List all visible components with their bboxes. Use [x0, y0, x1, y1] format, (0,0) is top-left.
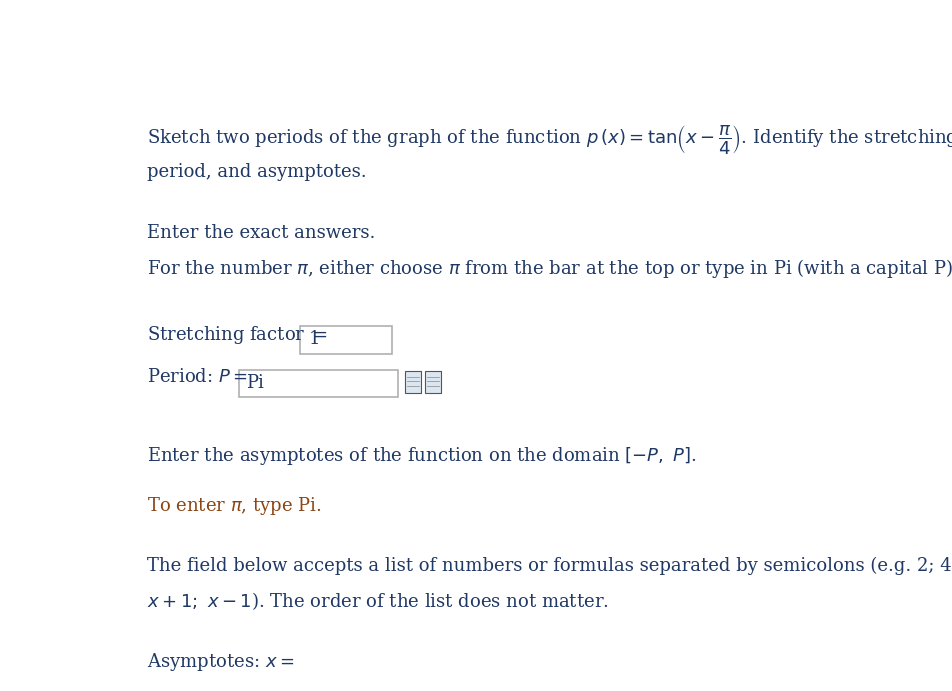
- Text: The field below accepts a list of numbers or formulas separated by semicolons (e: The field below accepts a list of number…: [147, 556, 952, 575]
- Text: Sketch two periods of the graph of the function $p\,(x) = \tan\!\left(x - \dfrac: Sketch two periods of the graph of the f…: [147, 123, 952, 156]
- FancyBboxPatch shape: [278, 653, 422, 681]
- Text: Stretching factor $=$: Stretching factor $=$: [147, 324, 327, 346]
- FancyBboxPatch shape: [300, 326, 392, 354]
- FancyBboxPatch shape: [239, 370, 397, 397]
- FancyBboxPatch shape: [425, 371, 441, 392]
- Text: period, and asymptotes.: period, and asymptotes.: [147, 162, 367, 181]
- Text: Enter the asymptotes of the function on the domain $[-P,\ P]$.: Enter the asymptotes of the function on …: [147, 445, 696, 466]
- Text: 1: 1: [308, 330, 320, 348]
- Text: $x+1;\ x-1$). The order of the list does not matter.: $x+1;\ x-1$). The order of the list does…: [147, 590, 608, 612]
- Text: Asymptotes: $x =$: Asymptotes: $x =$: [147, 651, 294, 673]
- Text: Period: $P =$: Period: $P =$: [147, 368, 248, 386]
- FancyBboxPatch shape: [428, 655, 446, 676]
- FancyBboxPatch shape: [405, 371, 421, 392]
- Text: To enter $\pi$, type Pi.: To enter $\pi$, type Pi.: [147, 495, 322, 518]
- Text: Enter the exact answers.: Enter the exact answers.: [147, 224, 375, 242]
- Text: Pi: Pi: [246, 374, 264, 392]
- Text: For the number $\pi$, either choose $\pi$ from the bar at the top or type in Pi : For the number $\pi$, either choose $\pi…: [147, 258, 952, 281]
